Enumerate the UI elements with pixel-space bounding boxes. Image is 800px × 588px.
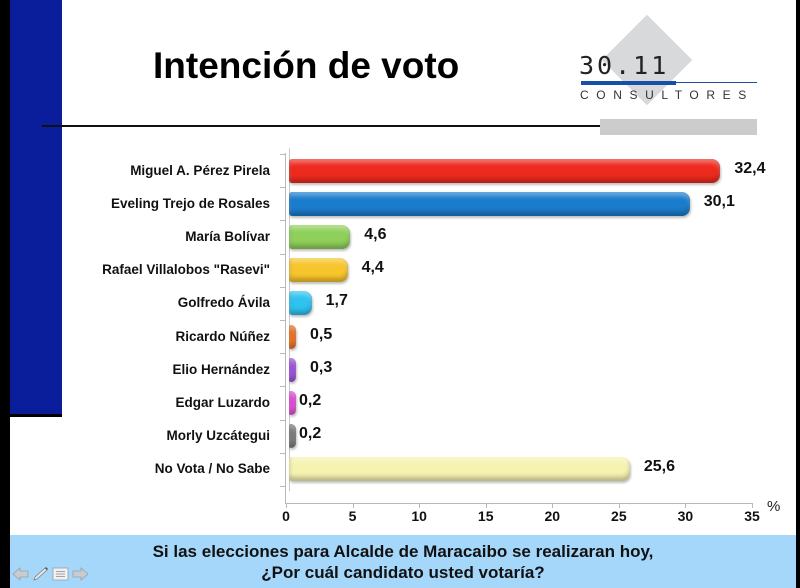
arrow-left-icon[interactable] xyxy=(12,567,29,581)
x-axis xyxy=(285,503,753,504)
category-label: María Bolívar xyxy=(185,229,270,244)
category-label: No Vota / No Sabe xyxy=(154,461,270,477)
value-label: 4,4 xyxy=(361,259,384,277)
value-label: 0,2 xyxy=(299,425,322,443)
x-axis-unit-label: % xyxy=(767,498,781,515)
y-axis-tick xyxy=(280,220,286,222)
x-axis-tick xyxy=(352,503,354,508)
data-bar xyxy=(289,457,630,482)
bar-chart: % Miguel A. Pérez Pirela 32,4 Eveling Trej… xyxy=(10,0,796,530)
value-label: 0,2 xyxy=(299,392,322,409)
y-axis-tick xyxy=(280,419,286,421)
title-divider xyxy=(42,125,754,127)
pen-icon[interactable] xyxy=(32,567,49,581)
value-label: 1,7 xyxy=(325,292,348,310)
y-axis-back-wall xyxy=(289,148,290,491)
value-label: 25,6 xyxy=(643,458,675,476)
x-axis-tick-label: 30 xyxy=(677,508,694,524)
y-axis-tick xyxy=(280,320,286,321)
value-label: 4,6 xyxy=(364,226,387,243)
left-accent-bar xyxy=(10,0,62,417)
category-label: Golfredo Ávila xyxy=(177,295,270,311)
logo-gray-band xyxy=(600,119,757,135)
logo-underline-thin xyxy=(676,82,757,83)
survey-question: Si las elecciones para Alcalde de Maraca… xyxy=(10,541,796,583)
slide: Intención de voto 30.11 CONSULTORES % Mi… xyxy=(10,0,796,588)
data-bar xyxy=(289,258,348,283)
x-axis-tick-label: 15 xyxy=(477,508,494,524)
y-axis-tick xyxy=(280,187,286,189)
x-axis-tick-label: 25 xyxy=(611,508,627,524)
data-bar xyxy=(289,424,296,449)
value-label: 0,5 xyxy=(310,325,333,343)
category-label: Elio Hernández xyxy=(172,361,270,377)
page-title: Intención de voto xyxy=(153,45,460,86)
y-axis-tick xyxy=(280,353,286,355)
x-axis-tick-label: 20 xyxy=(544,508,561,524)
x-axis-tick xyxy=(685,503,687,508)
y-axis xyxy=(285,153,286,504)
data-bar xyxy=(289,291,312,316)
y-axis-tick xyxy=(280,253,286,255)
x-axis-tick xyxy=(286,503,287,508)
logo-underline-thick xyxy=(581,81,676,85)
category-label: Eveling Trejo de Rosales xyxy=(110,195,270,211)
category-label: Morly Uzcátegui xyxy=(166,428,270,444)
data-bar xyxy=(289,391,296,415)
question-line-1: Si las elecciones para Alcalde de Maraca… xyxy=(152,542,654,561)
logo-subtitle: CONSULTORES xyxy=(580,88,754,102)
value-label: 30,1 xyxy=(703,192,735,210)
x-axis-tick xyxy=(752,503,753,508)
data-bar xyxy=(289,357,296,382)
x-axis-tick-label: 5 xyxy=(348,508,357,524)
x-axis-tick-label: 0 xyxy=(282,508,290,524)
y-axis-tick xyxy=(280,386,286,388)
question-line-2: ¿Por cuál candidato usted votaría? xyxy=(261,563,545,582)
x-axis-tick xyxy=(419,503,421,508)
category-label: Ricardo Núñez xyxy=(175,328,270,344)
menu-icon[interactable] xyxy=(52,567,69,581)
x-axis-tick-label: 10 xyxy=(411,508,427,524)
logo-number: 30.11 xyxy=(579,51,670,80)
y-axis-tick xyxy=(280,486,286,487)
x-axis-tick xyxy=(485,503,487,508)
data-bar xyxy=(289,324,296,349)
x-axis-tick xyxy=(552,503,554,508)
slide-navigation xyxy=(12,567,89,581)
category-label: Miguel A. Pérez Pirela xyxy=(130,162,270,178)
arrow-right-icon[interactable] xyxy=(72,567,89,581)
data-bar xyxy=(289,225,351,249)
category-label: Edgar Luzardo xyxy=(175,395,270,410)
y-axis-tick xyxy=(280,286,286,288)
category-label: Rafael Villalobos "Rasevi" xyxy=(102,262,270,278)
data-bar xyxy=(289,191,690,216)
value-label: 32,4 xyxy=(734,159,766,177)
value-label: 0,3 xyxy=(310,358,333,376)
y-axis-tick xyxy=(280,452,286,454)
question-footer: Si las elecciones para Alcalde de Maraca… xyxy=(10,533,796,588)
x-axis-tick xyxy=(618,503,620,508)
data-bar xyxy=(289,158,721,183)
x-axis-tick-label: 35 xyxy=(744,508,760,524)
y-axis-tick xyxy=(280,154,286,155)
